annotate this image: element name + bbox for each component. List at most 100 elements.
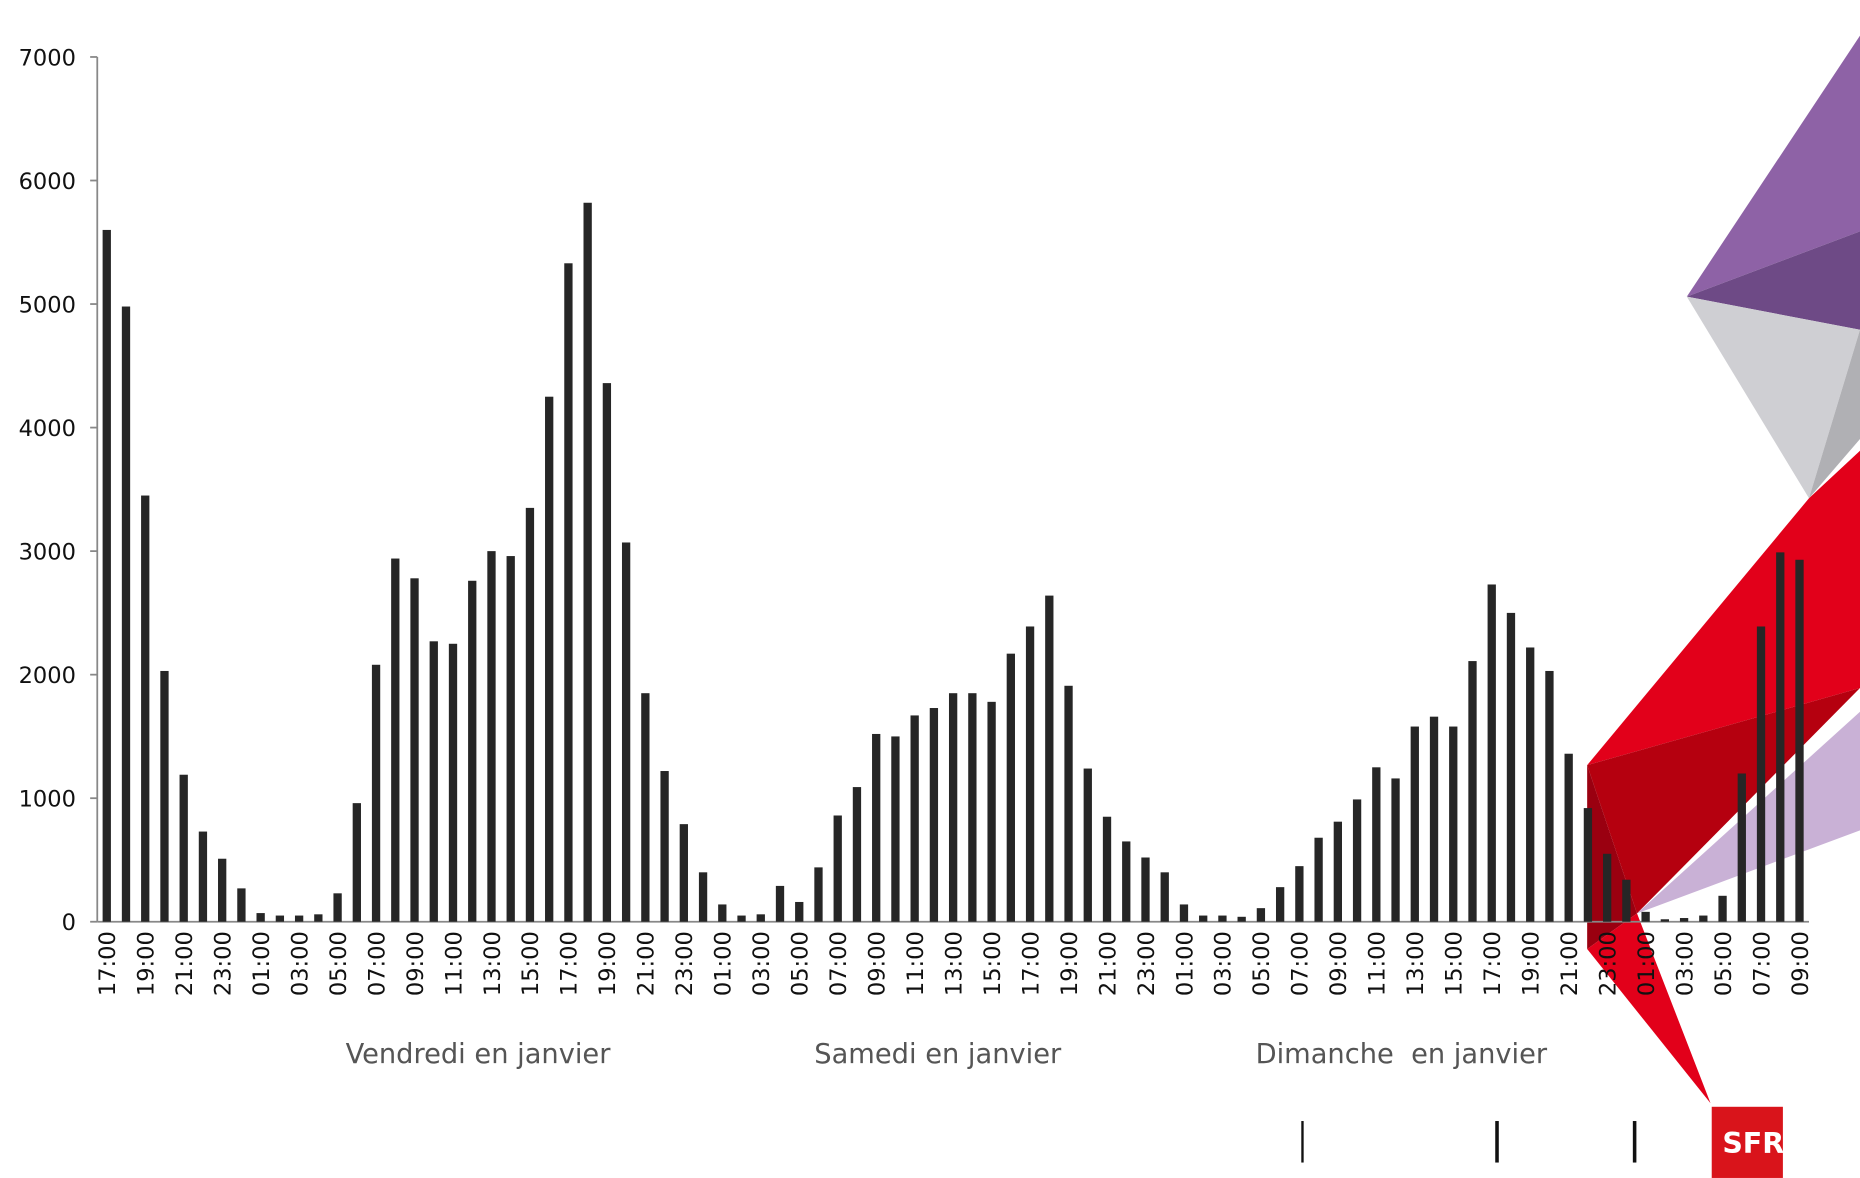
x-tick-label: 13:00	[480, 931, 506, 996]
bar	[1564, 753, 1573, 922]
bar	[1718, 895, 1727, 922]
logo: SFR	[1722, 1127, 1784, 1160]
x-tick-label: 07:00	[826, 931, 852, 996]
bar	[487, 551, 496, 922]
bar	[1756, 626, 1766, 922]
x-tick-label: 05:00	[1249, 931, 1275, 996]
x-tick-label: 23:00	[1595, 931, 1621, 996]
x-tick-label: 01:00	[711, 931, 737, 996]
bar	[391, 558, 400, 922]
x-tick-label: 09:00	[864, 931, 890, 996]
x-tick-label: 13:00	[941, 931, 967, 996]
x-tick-label: 15:00	[1442, 931, 1468, 996]
y-tick-label: 3000	[19, 539, 76, 565]
bar	[679, 824, 688, 922]
bar	[1045, 595, 1054, 922]
bar	[1218, 915, 1227, 922]
bar	[1391, 778, 1400, 922]
x-tick-label: 07:00	[1749, 931, 1775, 996]
x-tick-label: 23:00	[1134, 931, 1160, 996]
bar	[737, 915, 746, 922]
y-tick-label: 6000	[19, 169, 76, 195]
bar	[179, 774, 188, 922]
x-tick-label: 19:00	[1519, 931, 1545, 996]
bar	[1602, 853, 1612, 922]
bar	[564, 263, 573, 922]
bar	[929, 708, 939, 922]
x-tick-label: 17:00	[1480, 931, 1506, 996]
bar	[698, 872, 708, 922]
bar	[102, 229, 111, 922]
bar	[429, 641, 438, 922]
x-tick-label: 23:00	[672, 931, 698, 996]
y-tick-label: 2000	[19, 663, 76, 689]
y-tick-label: 1000	[19, 787, 76, 813]
bar	[1179, 904, 1189, 922]
bar	[1295, 866, 1304, 922]
x-tick-label: 09:00	[1788, 931, 1814, 996]
y-tick-label: 7000	[19, 45, 76, 71]
y-tick-label: 0	[62, 910, 76, 936]
logo-box	[1711, 1106, 1783, 1178]
bar	[775, 885, 785, 922]
x-tick-label: 01:00	[249, 931, 275, 996]
bar	[448, 643, 458, 922]
bar	[1064, 685, 1073, 922]
bar	[1410, 726, 1419, 922]
bar	[1333, 821, 1342, 922]
bar	[1275, 887, 1285, 922]
bar	[718, 904, 727, 922]
bar	[141, 495, 150, 922]
bar	[1468, 661, 1477, 922]
bar	[1622, 879, 1631, 922]
bar	[314, 914, 323, 922]
x-tick-label: 21:00	[172, 931, 198, 996]
bar	[852, 787, 862, 922]
bar	[1083, 768, 1092, 922]
bar	[1122, 841, 1131, 922]
x-tick-label: 21:00	[1095, 931, 1121, 996]
bar	[583, 202, 592, 922]
y-tick-label: 4000	[19, 416, 76, 442]
x-tick-label: 09:00	[403, 931, 429, 996]
x-tick-label: 19:00	[1057, 931, 1083, 996]
bar	[218, 858, 227, 922]
bar	[1160, 872, 1169, 922]
bar	[641, 693, 650, 922]
bar	[1679, 918, 1689, 922]
bar	[545, 396, 554, 922]
x-tick-label: 23:00	[210, 931, 236, 996]
bar	[795, 901, 804, 922]
bar	[1237, 916, 1246, 922]
bar	[121, 306, 131, 922]
bar	[1526, 647, 1535, 922]
x-tick-label: 05:00	[788, 931, 814, 996]
bar	[910, 715, 919, 922]
x-tick-label: 15:00	[518, 931, 544, 996]
bar	[333, 893, 342, 922]
x-tick-label: 11:00	[1365, 931, 1391, 996]
bar	[198, 831, 208, 922]
x-tick-label: 03:00	[1672, 931, 1698, 996]
x-tick-label: 07:00	[364, 931, 390, 996]
bar	[1102, 816, 1112, 922]
x-tick-label: 17:00	[95, 931, 121, 996]
bar	[1660, 919, 1670, 922]
bar	[237, 888, 246, 922]
bar	[1429, 716, 1439, 922]
x-tick-label: 21:00	[634, 931, 660, 996]
x-tick-label: 21:00	[1557, 931, 1583, 996]
bar	[1487, 584, 1496, 922]
bar	[756, 914, 765, 922]
bar	[1352, 799, 1362, 922]
bar	[1006, 653, 1015, 922]
bar	[1737, 773, 1746, 922]
y-tick-label: 5000	[19, 292, 76, 318]
bar	[1314, 837, 1323, 922]
bar	[506, 556, 515, 922]
x-tick-label: 13:00	[1403, 931, 1429, 996]
bar	[352, 803, 361, 922]
group-label: Vendredi en janvier	[346, 1039, 612, 1070]
x-tick-label: 05:00	[326, 931, 352, 996]
bar	[833, 815, 842, 922]
